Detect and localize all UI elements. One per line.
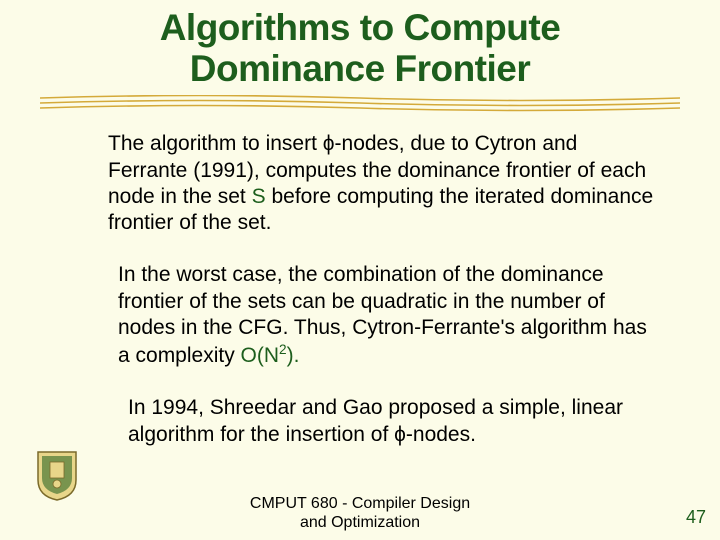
- p2-text-1: In the worst case, the combination of th…: [118, 263, 647, 367]
- p3-text-2: -nodes.: [406, 423, 476, 446]
- complexity-exponent: 2: [279, 342, 287, 357]
- phi-symbol: ϕ: [323, 132, 335, 155]
- slide-title: Algorithms to Compute Dominance Frontier: [0, 0, 720, 89]
- footer-course: CMPUT 680 - Compiler Design and Optimiza…: [0, 494, 720, 532]
- set-S: S: [252, 185, 266, 208]
- paragraph-1: The algorithm to insert ϕ-nodes, due to …: [108, 131, 660, 236]
- footer-line-1: CMPUT 680 - Compiler Design: [250, 495, 470, 512]
- p3-text-1: In 1994, Shreedar and Gao proposed a sim…: [128, 396, 623, 445]
- title-underline: [40, 95, 680, 113]
- complexity-close: ).: [287, 344, 300, 367]
- paragraph-3: In 1994, Shreedar and Gao proposed a sim…: [128, 395, 660, 448]
- title-line-1: Algorithms to Compute: [160, 7, 561, 48]
- page-number: 47: [686, 507, 706, 528]
- title-line-2: Dominance Frontier: [190, 48, 531, 89]
- p1-text-1: The algorithm to insert: [108, 132, 323, 155]
- footer-line-2: and Optimization: [300, 514, 420, 531]
- complexity-open: O(N: [241, 344, 280, 367]
- phi-symbol-2: ϕ: [394, 423, 406, 446]
- paragraph-2: In the worst case, the combination of th…: [118, 262, 660, 369]
